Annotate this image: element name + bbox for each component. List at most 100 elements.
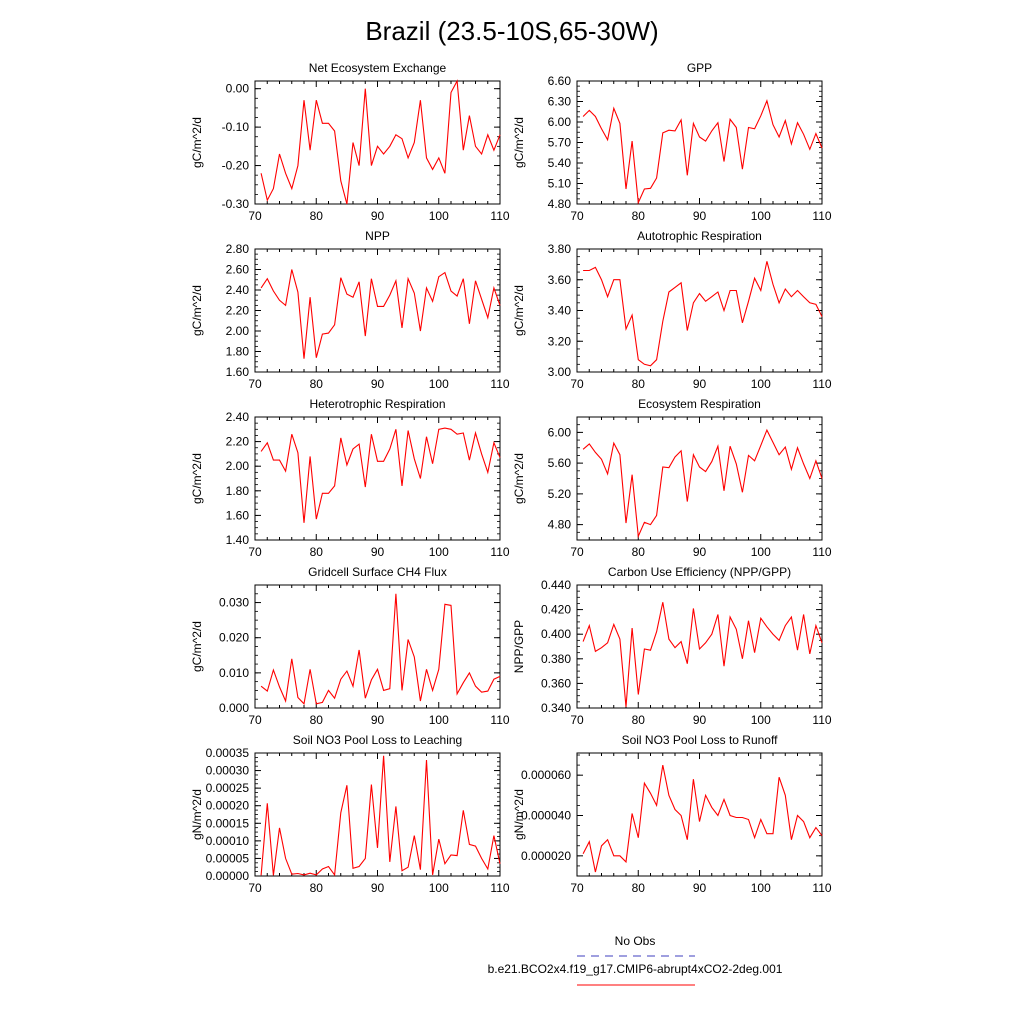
chart-panel: Soil NO3 Pool Loss to Leaching gN/m^2/d 70…: [190, 733, 510, 895]
legend-model-label: b.e21.BCO2x4.f19_g17.CMIP6-abrupt4xCO2-2…: [488, 962, 783, 976]
series-line: [582, 99, 823, 205]
x-tick-label: 70: [248, 713, 262, 727]
panel-title: Autotrophic Respiration: [637, 229, 762, 243]
y-tick-label: 0.000040: [521, 809, 571, 823]
figure-title: Brazil (23.5-10S,65-30W): [365, 16, 658, 46]
chart-panel: Soil NO3 Pool Loss to Runoff gN/m^2/d 70 80…: [512, 733, 832, 895]
y-tick-label: 0.030: [219, 596, 249, 610]
y-tick-label: 2.20: [226, 435, 250, 449]
y-tick-label: 0.00010: [206, 834, 250, 848]
y-tick-label: 1.60: [226, 508, 250, 522]
y-axis-label: gN/m^2/d: [190, 789, 204, 840]
y-tick-label: 6.00: [548, 425, 572, 439]
y-tick-label: 3.80: [548, 242, 572, 256]
x-tick-label: 110: [490, 377, 509, 391]
y-tick-label: 5.40: [548, 156, 572, 170]
panel-title: Net Ecosystem Exchange: [309, 61, 447, 75]
y-axis-label: NPP/GPP: [512, 620, 526, 673]
y-tick-label: 0.00025: [206, 781, 250, 795]
x-tick-label: 80: [632, 209, 646, 223]
x-tick-label: 90: [693, 545, 707, 559]
y-axis-label: gC/m^2/d: [512, 453, 526, 504]
chart-panels: Net Ecosystem Exchange gC/m^2/d 70 80 90 100 1…: [190, 61, 832, 895]
x-tick-label: 110: [490, 881, 509, 895]
x-tick-label: 110: [812, 377, 831, 391]
y-tick-label: 5.60: [548, 456, 572, 470]
y-tick-label: 0.00: [226, 82, 250, 96]
x-tick-label: 90: [371, 377, 385, 391]
panel-title: Heterotrophic Respiration: [309, 397, 445, 411]
x-tick-label: 80: [310, 713, 324, 727]
y-tick-label: 0.000: [219, 701, 249, 715]
panel-title: Ecosystem Respiration: [638, 397, 761, 411]
chart-panel: NPP gC/m^2/d 70 80 90 100 110 1.60 1.80 2.00 2.20 2…: [190, 229, 510, 391]
y-axis-label: gC/m^2/d: [512, 117, 526, 168]
series-line: [582, 428, 823, 539]
panel-title: NPP: [365, 229, 390, 243]
x-tick-label: 80: [632, 713, 646, 727]
y-tick-label: 0.400: [541, 627, 571, 641]
y-tick-label: 6.00: [548, 115, 572, 129]
y-tick-label: 3.40: [548, 304, 572, 318]
x-tick-label: 90: [371, 713, 385, 727]
y-tick-label: 0.00000: [206, 869, 250, 883]
series-line: [582, 764, 823, 873]
y-tick-label: 0.00020: [206, 799, 250, 813]
x-tick-label: 70: [570, 377, 584, 391]
x-tick-label: 100: [751, 881, 771, 895]
x-tick-label: 70: [248, 209, 262, 223]
y-tick-label: 0.440: [541, 578, 571, 592]
y-tick-label: 2.60: [226, 263, 250, 277]
x-tick-label: 80: [310, 377, 324, 391]
x-tick-label: 90: [371, 881, 385, 895]
chart-panel: Heterotrophic Respiration gC/m^2/d 70 80 90 1…: [190, 397, 510, 559]
y-tick-label: 0.000020: [521, 849, 571, 863]
x-tick-label: 110: [812, 545, 831, 559]
y-tick-label: 0.420: [541, 603, 571, 617]
y-tick-label: 5.70: [548, 136, 572, 150]
y-axis-label: gC/m^2/d: [190, 621, 204, 672]
x-tick-label: 100: [429, 209, 449, 223]
x-tick-label: 100: [429, 545, 449, 559]
y-tick-label: -0.20: [222, 159, 250, 173]
y-tick-label: 2.00: [226, 324, 250, 338]
x-tick-label: 110: [812, 713, 831, 727]
y-tick-label: 0.00035: [206, 746, 250, 760]
x-tick-label: 100: [429, 713, 449, 727]
y-tick-label: 3.60: [548, 273, 572, 287]
y-tick-label: 2.40: [226, 283, 250, 297]
x-tick-label: 110: [490, 713, 509, 727]
x-tick-label: 80: [310, 881, 324, 895]
x-tick-label: 90: [693, 713, 707, 727]
panel-title: Carbon Use Efficiency (NPP/GPP): [608, 565, 791, 579]
x-tick-label: 110: [812, 881, 831, 895]
chart-panel: GPP gC/m^2/d 70 80 90 100 110 4.80 5.10 5.40 5.70 6…: [512, 61, 832, 223]
series-line: [260, 79, 501, 205]
y-tick-label: 5.20: [548, 487, 572, 501]
x-tick-label: 100: [429, 377, 449, 391]
x-tick-label: 100: [751, 713, 771, 727]
y-tick-label: 1.80: [226, 345, 250, 359]
y-tick-label: 0.340: [541, 701, 571, 715]
plot-frame: [576, 416, 823, 541]
y-tick-label: 4.80: [548, 518, 572, 532]
y-tick-label: 0.360: [541, 676, 571, 690]
legend: No Obs b.e21.BCO2x4.f19_g17.CMIP6-abrupt…: [488, 934, 783, 986]
legend-obs-label: No Obs: [615, 934, 656, 948]
x-tick-label: 70: [570, 713, 584, 727]
y-tick-label: 0.020: [219, 631, 249, 645]
x-tick-label: 70: [570, 545, 584, 559]
y-tick-label: 1.60: [226, 365, 250, 379]
y-tick-label: 1.80: [226, 484, 250, 498]
x-tick-label: 80: [632, 881, 646, 895]
plot-frame: [254, 248, 501, 373]
series-line: [260, 593, 501, 705]
y-tick-label: 5.10: [548, 177, 572, 191]
x-tick-label: 100: [751, 209, 771, 223]
x-tick-label: 90: [693, 881, 707, 895]
chart-panel: Autotrophic Respiration gC/m^2/d 70 80 90 100…: [512, 229, 832, 391]
y-tick-label: 0.010: [219, 666, 249, 680]
y-tick-label: 2.00: [226, 459, 250, 473]
y-tick-label: 2.20: [226, 304, 250, 318]
